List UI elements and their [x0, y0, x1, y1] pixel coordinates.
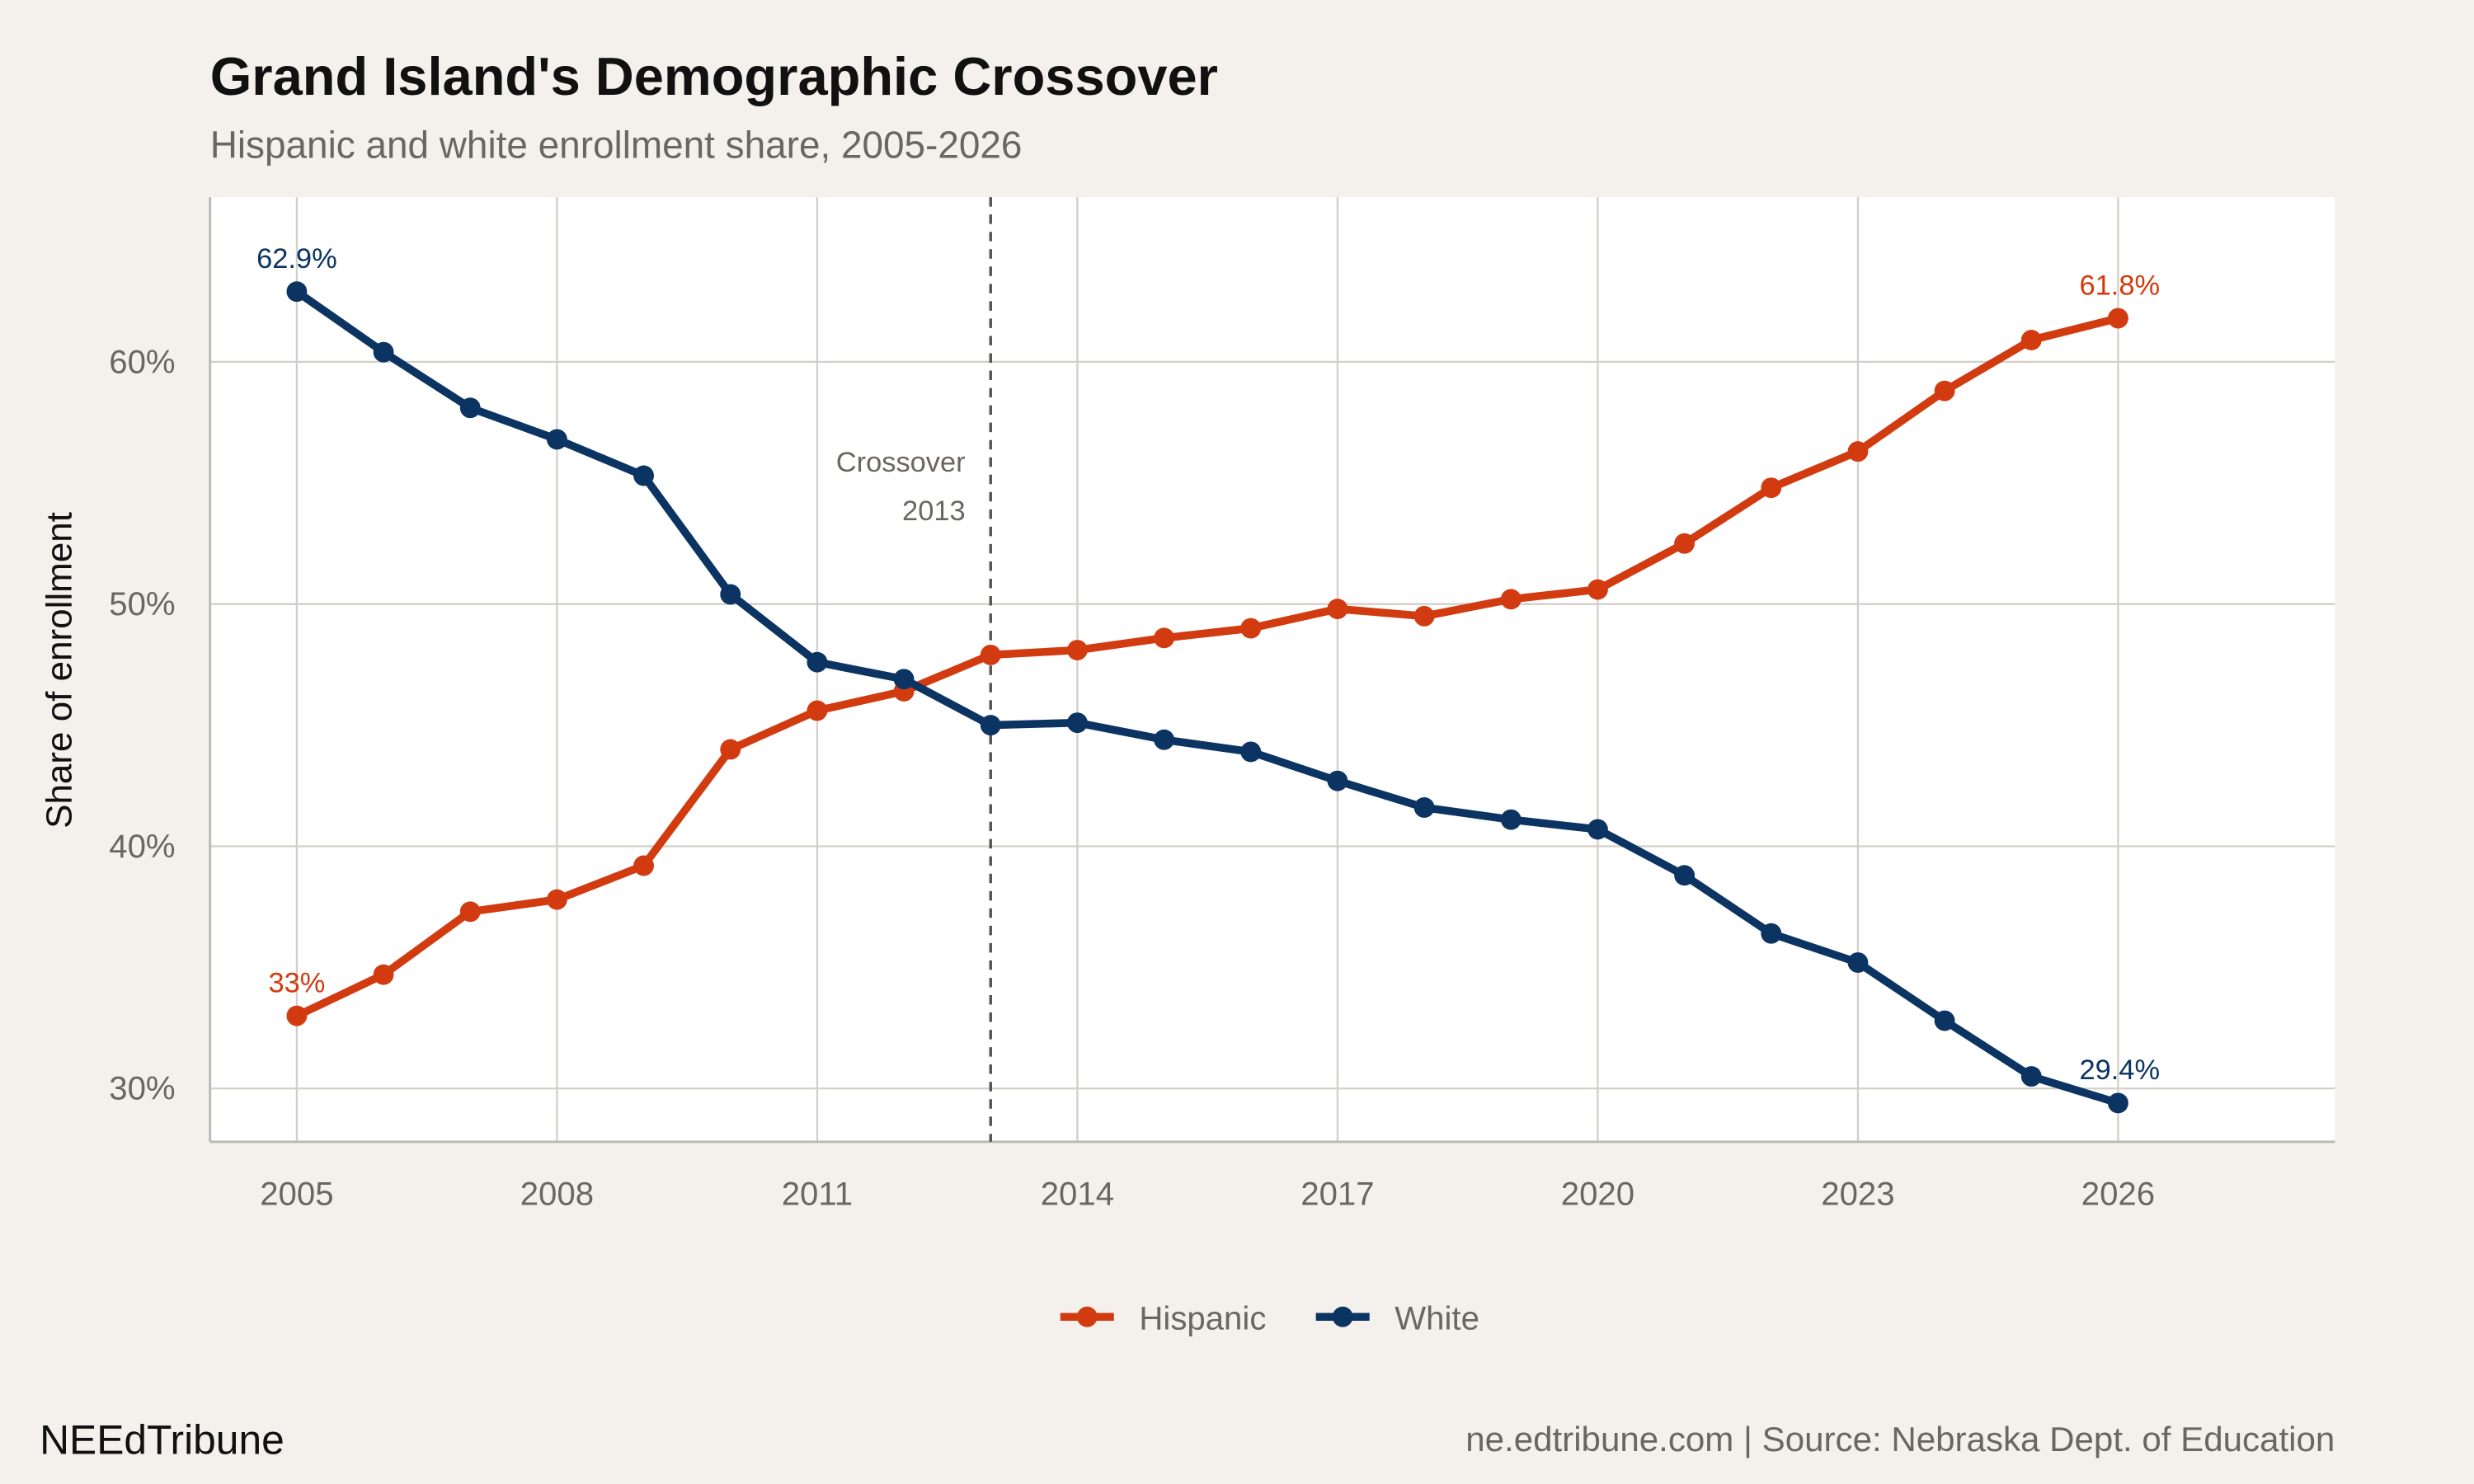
x-tick-label: 2020	[1561, 1175, 1634, 1212]
legend-white-label: White	[1395, 1300, 1479, 1337]
x-tick-label: 2017	[1300, 1175, 1374, 1212]
white-point	[1587, 819, 1608, 840]
white-point	[1413, 797, 1435, 818]
white-point	[1674, 865, 1696, 886]
hispanic-point	[546, 889, 567, 910]
x-tick-label: 2023	[1821, 1175, 1894, 1212]
x-tick-label: 2014	[1041, 1175, 1114, 1212]
hispanic-point	[1500, 589, 1522, 610]
hispanic-point	[1066, 640, 1088, 660]
hispanic-point	[807, 700, 828, 721]
y-axis-label: Share of enrollment	[39, 512, 79, 829]
hispanic-point	[1934, 380, 1955, 402]
white-line	[294, 288, 2119, 1107]
white-point	[1066, 712, 1088, 734]
hispanic-point	[1413, 605, 1435, 627]
white-point	[1240, 741, 1262, 763]
hispanic-point	[720, 739, 741, 760]
footer-source: ne.edtribune.com | Source: Nebraska Dept…	[1465, 1420, 2335, 1458]
x-tick-label: 2005	[260, 1175, 333, 1212]
white-point	[980, 715, 1001, 736]
hispanic-point	[1587, 579, 1608, 600]
white-point	[893, 669, 915, 690]
hispanic-point	[980, 644, 1001, 665]
white-point	[373, 341, 394, 363]
hispanic-point	[1674, 533, 1696, 554]
hispanic-point	[1154, 627, 1175, 649]
y-tick-label: 60%	[109, 343, 175, 380]
white-point	[720, 584, 741, 605]
hispanic-point	[1240, 618, 1262, 639]
hispanic-point	[2107, 308, 2128, 329]
white-start-label: 62.9%	[256, 243, 337, 275]
white-point	[1761, 923, 1782, 944]
crossover-label: Crossover	[836, 447, 966, 478]
white-point	[1327, 770, 1348, 791]
hispanic-point	[633, 855, 655, 876]
hispanic-point	[1327, 599, 1348, 619]
hispanic-point	[459, 901, 481, 923]
hispanic-point	[1761, 477, 1782, 499]
white-point	[2107, 1092, 2128, 1114]
white-point	[807, 651, 828, 673]
x-tick-label: 2026	[2081, 1175, 2155, 1212]
y-tick-label: 50%	[109, 585, 175, 622]
hispanic-point	[2020, 330, 2042, 350]
hispanic-end-label: 61.8%	[2080, 270, 2161, 301]
white-point	[1500, 809, 1522, 830]
x-tick-label: 2008	[520, 1175, 594, 1212]
white-point	[546, 429, 567, 450]
white-point	[1847, 952, 1869, 973]
crossover-year-label: 2013	[902, 495, 966, 527]
white-point	[633, 465, 655, 486]
chart-subtitle: Hispanic and white enrollment share, 200…	[210, 123, 1023, 166]
y-tick-label: 30%	[109, 1070, 175, 1107]
white-point	[286, 281, 308, 303]
white-point	[459, 397, 481, 419]
legend-white-point-key	[1332, 1306, 1353, 1327]
footer-brand: NEEdTribune	[40, 1417, 285, 1463]
hispanic-point	[1847, 441, 1869, 463]
hispanic-point	[373, 964, 394, 985]
x-tick-label: 2011	[782, 1175, 853, 1212]
legend-hispanic-label: Hispanic	[1139, 1300, 1266, 1337]
hispanic-start-label: 33%	[268, 967, 325, 998]
hispanic-line	[294, 314, 2119, 1020]
white-end-label: 29.4%	[2080, 1054, 2161, 1086]
hispanic-point	[286, 1005, 308, 1026]
legend-hispanic-point-key	[1076, 1306, 1098, 1327]
chart-title: Grand Island's Demographic Crossover	[210, 46, 1218, 106]
white-point	[1934, 1010, 1955, 1031]
white-point	[1154, 729, 1175, 750]
plot-panel	[209, 197, 2335, 1142]
white-point	[2020, 1066, 2042, 1087]
y-tick-label: 40%	[109, 828, 175, 865]
